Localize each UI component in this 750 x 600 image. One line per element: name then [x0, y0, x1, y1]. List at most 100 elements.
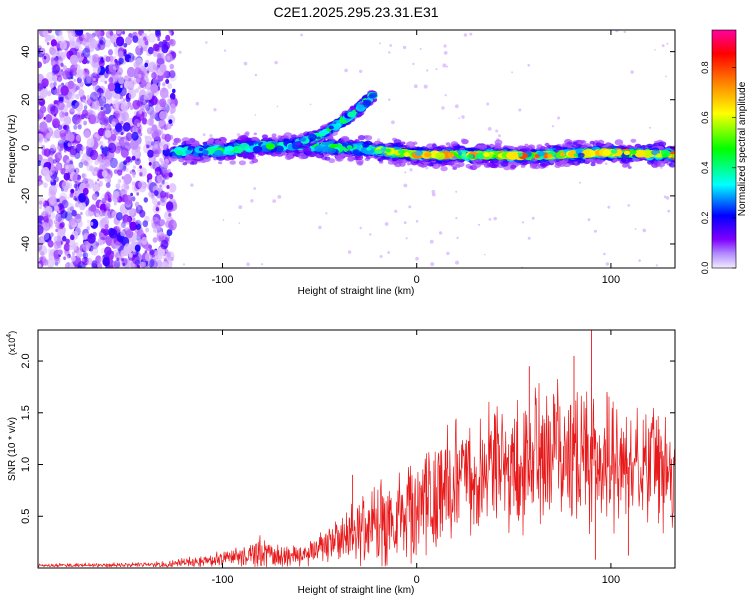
- spectrogram-noise-cell: [107, 142, 117, 154]
- spectrogram-noise-cell: [42, 166, 50, 176]
- spectrogram-noise-cell: [71, 251, 76, 256]
- spectrogram-noise-cell: [78, 201, 86, 211]
- spectrogram-sparse-cell: [455, 217, 458, 220]
- spectrogram-noise-cell: [164, 133, 172, 143]
- spectrogram-noise-cell: [108, 61, 118, 73]
- spectrogram-noise-cell: [91, 260, 98, 268]
- spectrogram-noise-cell: [73, 145, 77, 149]
- spectrogram-noise-cell: [139, 172, 143, 177]
- spectrogram-noise-cell: [116, 67, 124, 76]
- spectrogram-band-cell: [202, 141, 208, 146]
- spectrogram-noise-cell: [153, 217, 156, 221]
- spectrogram-noise-cell: [87, 233, 96, 244]
- spectrogram-sparse-cell: [454, 104, 459, 109]
- spectrogram-noise-cell: [78, 89, 85, 97]
- spectrogram-noise-cell: [92, 99, 100, 110]
- spectrogram-noise-cell: [56, 75, 63, 82]
- spectrogram-noise-cell: [97, 96, 101, 101]
- spectrogram-noise-cell: [147, 149, 154, 158]
- spectrogram-noise-cell: [63, 125, 67, 130]
- spectrogram-noise-cell: [42, 30, 49, 37]
- spectrogram-noise-cell: [70, 188, 75, 194]
- spectrogram-noise-cell: [130, 208, 135, 215]
- spectrogram-band-cell: [394, 161, 402, 168]
- spectrogram-noise-cell: [166, 55, 171, 61]
- spectrogram-noise-cell: [92, 64, 101, 75]
- spectrogram-noise-cell: [118, 57, 124, 65]
- spectrogram-noise-cell: [67, 89, 76, 100]
- spectrogram-noise-cell: [88, 114, 97, 125]
- spectrogram-sparse-cell: [438, 231, 443, 235]
- spectrogram-noise-cell: [148, 179, 152, 184]
- spectrogram-noise-cell: [50, 178, 54, 183]
- spectrogram-noise-cell: [84, 45, 90, 53]
- spectrogram-noise-cell: [74, 180, 78, 185]
- spectrogram-sparse-cell: [402, 45, 407, 50]
- spectrogram-noise-cell: [69, 108, 75, 115]
- spectrogram-noise-cell: [114, 61, 120, 69]
- spectrogram-sparse-cell: [182, 263, 186, 266]
- spectrogram-noise-cell: [153, 149, 160, 158]
- spectrogram-noise-cell: [133, 61, 140, 69]
- spectrogram-noise-cell: [90, 245, 99, 256]
- spectrogram-noise-cell: [122, 98, 126, 102]
- spectrogram-noise-cell: [82, 251, 89, 259]
- spectrogram-noise-cell: [42, 257, 48, 266]
- spectrogram-sparse-cell: [477, 223, 481, 226]
- spectrogram-noise-cell: [119, 161, 127, 171]
- spectrogram-sparse-cell: [630, 70, 634, 74]
- spectrogram-noise-cell: [101, 193, 109, 203]
- spectrogram-noise-cell: [69, 54, 79, 65]
- spectrogram-noise-cell: [38, 197, 45, 207]
- spectrogram-noise-cell: [38, 61, 42, 68]
- spectrogram-noise-cell: [165, 34, 171, 42]
- spectrogram-noise-cell: [120, 221, 126, 228]
- spectrogram-noise-cell: [54, 152, 62, 162]
- spectrogram-sparse-cell: [660, 166, 663, 169]
- spectrogram-band-cell: [238, 160, 246, 166]
- spectrogram-noise-cell: [115, 123, 123, 133]
- spectrogram-noise-cell: [79, 81, 84, 87]
- spectrogram-sparse-cell: [458, 117, 461, 120]
- spectrogram-band-cell: [357, 161, 363, 165]
- spectrogram-noise-cell: [153, 220, 157, 225]
- spectrogram-noise-cell: [133, 165, 136, 169]
- spectrogram-band-cell: [346, 145, 353, 150]
- spectrogram-noise-cell: [115, 183, 121, 190]
- spectrogram-band-cell: [437, 160, 443, 164]
- spectrogram-noise-cell: [95, 212, 100, 218]
- spectrogram-noise-cell: [40, 255, 47, 264]
- spectrogram-noise-cell: [110, 133, 117, 142]
- spectrogram-noise-cell: [82, 187, 89, 196]
- spectrogram-noise-cell: [109, 106, 114, 111]
- spectrogram-noise-cell: [86, 53, 91, 59]
- spectrogram-sparse-cell: [456, 236, 459, 239]
- spectrogram-noise-cell: [117, 179, 122, 184]
- spectrogram-noise-cell: [142, 220, 149, 228]
- spectrogram-sparse-cell: [442, 63, 447, 68]
- spectrogram-sparse-cell: [607, 205, 611, 209]
- spectrogram-band-cell: [284, 154, 292, 160]
- spectrogram-band-cell: [473, 162, 482, 168]
- spectrogram-sparse-cell: [587, 218, 591, 222]
- spectrogram-noise-cell: [122, 214, 130, 223]
- spectrogram-noise-cell: [39, 205, 43, 210]
- spectrogram-noise-cell: [159, 98, 167, 108]
- spectrogram-noise-cell: [48, 171, 53, 176]
- spectrogram-noise-cell: [72, 173, 81, 184]
- spectrogram-band-cell: [489, 143, 494, 148]
- spectrogram-noise-cell: [136, 192, 140, 196]
- spectrogram-noise-cell: [43, 205, 50, 214]
- spectrogram-noise-cell: [76, 250, 83, 258]
- spectrogram-noise-cell: [95, 30, 101, 36]
- spectrogram-sparse-cell: [388, 98, 391, 101]
- spectrogram-band-cell: [554, 163, 561, 168]
- spectrogram-noise-cell: [124, 194, 133, 205]
- spectrogram-noise-cell: [146, 144, 150, 149]
- spectrogram-noise-cell: [149, 248, 155, 256]
- spectrogram-sparse-cell: [391, 120, 395, 125]
- spectrogram-noise-cell: [81, 40, 86, 46]
- spectrogram-band-cell: [457, 161, 465, 167]
- spectrogram-noise-cell: [123, 43, 128, 48]
- spectrogram-noise-cell: [128, 58, 132, 62]
